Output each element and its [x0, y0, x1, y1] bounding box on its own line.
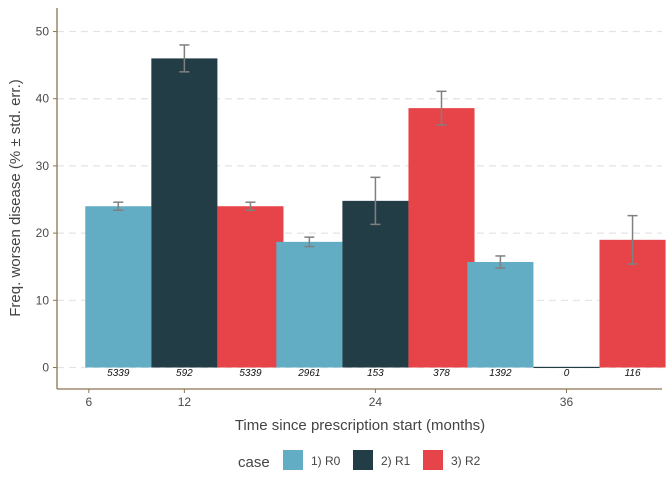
n-label-1) R0-24: 2961: [297, 368, 320, 379]
x-tick-label-12: 12: [178, 395, 192, 409]
bar-1) R0-12: [85, 206, 152, 368]
n-label-2) R1-24: 153: [367, 368, 384, 379]
n-label-3) R2-36: 116: [625, 368, 641, 379]
bars: [85, 58, 666, 369]
x-tick-label-24: 24: [369, 395, 383, 409]
x-tick-label-36: 36: [560, 395, 574, 409]
y-tick-label-20: 20: [36, 226, 50, 240]
sample-size-labels: 5339 592 5339 2961 153 378 1392 0 116: [107, 368, 641, 379]
bar-2) R1-24: [342, 200, 409, 368]
axes: 0 10 20 30 40 50 6 12 24 36: [36, 8, 662, 409]
legend: case 1) R0 2) R1 3) R2: [238, 450, 481, 471]
y-tick-label-10: 10: [36, 293, 50, 307]
n-label-2) R1-36: 0: [564, 368, 570, 379]
y-tick-label-40: 40: [36, 92, 50, 106]
bar-3) R2-12: [217, 206, 284, 368]
bar-3) R2-24: [408, 108, 475, 368]
n-label-3) R2-24: 378: [433, 368, 450, 379]
x-axis-title: Time since prescription start (months): [235, 417, 485, 434]
legend-label-2) R1: 2) R1: [381, 454, 411, 468]
bar-2) R1-36: [533, 366, 600, 369]
legend-key-1) R0: [283, 450, 303, 470]
error-bars: [113, 44, 638, 269]
legend-label-1) R0: 1) R0: [311, 454, 341, 468]
legend-key-2) R1: [353, 450, 373, 470]
legend-key-3) R2: [423, 450, 443, 470]
bar-2) R1-12: [151, 58, 218, 368]
x-tick-label-6: 6: [85, 395, 92, 409]
n-label-1) R0-36: 1392: [489, 368, 512, 379]
y-axis-title: Freq. worsen disease (% ± std. err.): [7, 79, 24, 316]
bar-1) R0-36: [467, 262, 534, 368]
legend-title: case: [238, 454, 270, 471]
n-label-1) R0-12: 5339: [107, 368, 130, 379]
y-tick-label-30: 30: [36, 159, 50, 173]
y-tick-label-50: 50: [36, 25, 50, 39]
y-tick-label-0: 0: [42, 360, 49, 374]
n-label-3) R2-12: 5339: [239, 368, 262, 379]
bar-1) R0-24: [276, 241, 343, 368]
n-label-2) R1-12: 592: [176, 368, 193, 379]
legend-label-3) R2: 3) R2: [451, 454, 481, 468]
